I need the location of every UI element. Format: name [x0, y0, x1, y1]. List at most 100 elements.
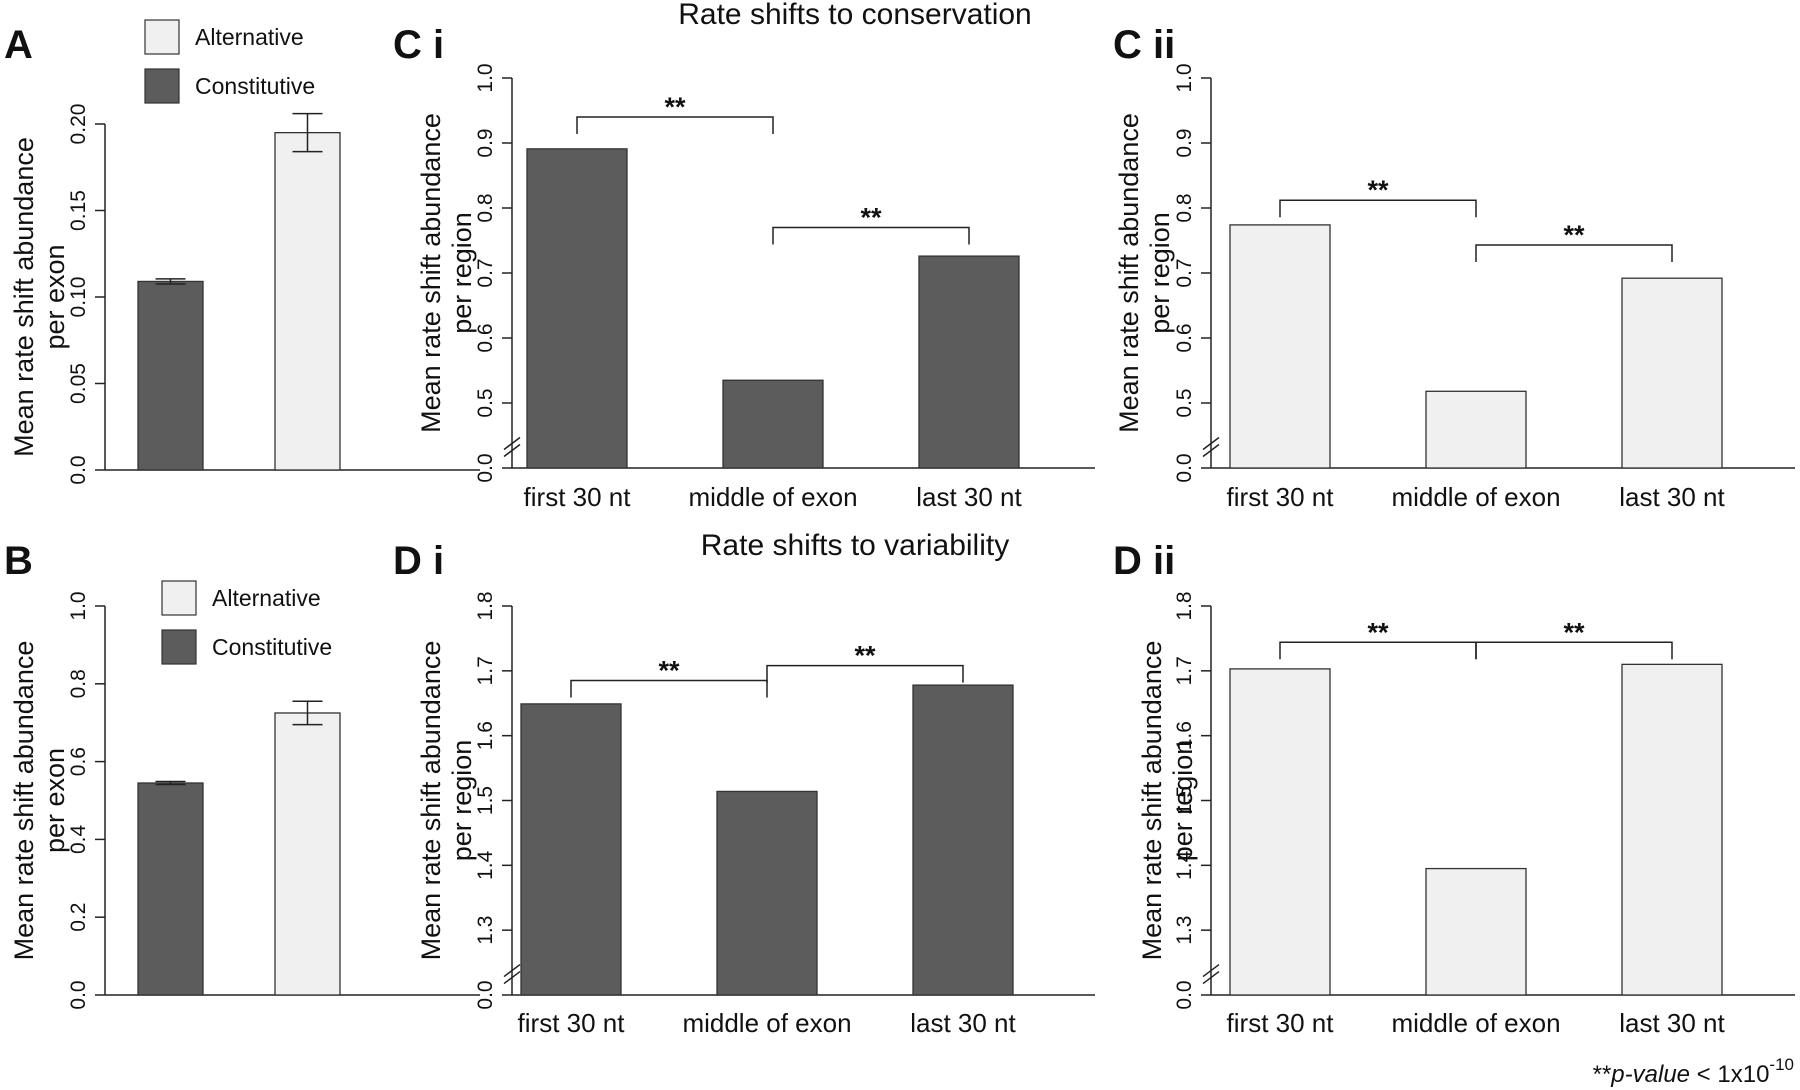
conservation-title: Rate shifts to conservation	[678, 0, 1032, 31]
axis-break-mark	[1202, 963, 1220, 978]
y-tick-label: 0.0	[67, 980, 90, 1009]
y-tick-label: 1.0	[1173, 63, 1196, 92]
y-tick-label: 0.7	[474, 258, 497, 287]
y-tick-label: 1.8	[474, 591, 497, 620]
axis-break-mark	[503, 970, 521, 985]
bar-constitutive	[137, 782, 204, 996]
y-tick-label: 0.15	[67, 190, 90, 231]
x-tick-label: first 30 nt	[1227, 482, 1335, 512]
y-tick-label: 0.0	[474, 980, 497, 1009]
y-tick-label: 1.5	[474, 786, 497, 815]
bar-alternative	[274, 131, 341, 471]
y-tick-label: 0.6	[67, 747, 90, 776]
panel-a: A 0.0 0.05 0.10 0.15 0.20 Mean rate shift abun…	[4, 19, 480, 485]
footnote-rest: < 1x10	[1690, 1061, 1769, 1088]
legend-label: Alternative	[195, 24, 304, 50]
legend-swatch	[144, 19, 180, 55]
panel-ci: C i 0.0 0.5 0.6 0.7 0.8 0.9 1.0 Mean rate shift …	[393, 23, 1095, 512]
y-tick-label: 0.4	[67, 824, 90, 854]
y-tick-label: 0.5	[474, 388, 497, 417]
bar	[722, 379, 824, 469]
bar	[1425, 390, 1527, 469]
significance-bracket	[576, 116, 774, 134]
legend-label: Alternative	[212, 585, 321, 611]
significance-label: **	[1367, 617, 1389, 647]
legend-swatch	[161, 580, 197, 616]
x-tick-label: middle of exon	[1391, 482, 1560, 512]
significance-bracket	[772, 226, 970, 245]
x-tick-label: last 30 nt	[1619, 482, 1725, 512]
y-tick-label: 0.6	[1173, 323, 1196, 352]
y-tick-label: 0.0	[1173, 453, 1196, 482]
bar	[1229, 668, 1331, 996]
axis-break-mark	[503, 436, 521, 451]
significance-label: **	[854, 641, 876, 671]
y-tick-label: 1.4	[474, 850, 497, 880]
y-tick-label: 0.8	[474, 193, 497, 222]
y-tick-label: 0.7	[1173, 258, 1196, 287]
significance-label: **	[860, 203, 882, 233]
panel-b: B 0.0 0.2 0.4 0.6 0.8 1.0 Mean rate shift abund…	[4, 539, 480, 1010]
y-tick-label: 1.0	[67, 591, 90, 620]
significance-bracket	[570, 679, 768, 698]
variability-title: Rate shifts to variability	[701, 529, 1009, 562]
significance-bracket	[1475, 641, 1673, 660]
bar	[716, 790, 818, 996]
panel-label: D i	[393, 539, 444, 583]
y-tick-label: 0.0	[67, 455, 90, 484]
panel-dii: D ii 0.0 1.3 1.4 1.5 1.6 1.7 1.8 Mean rate shift…	[1113, 539, 1795, 1038]
significance-bracket	[1475, 244, 1673, 263]
y-tick-label: 0.9	[1173, 128, 1196, 157]
bar	[520, 703, 622, 996]
y-tick-label: 0.8	[67, 669, 90, 698]
y-tick-label: 0.6	[474, 323, 497, 352]
y-axis-label: Mean rate shift abundance	[9, 641, 39, 961]
y-tick-label: 1.4	[1173, 850, 1196, 880]
y-axis-label: Mean rate shift abundance	[1137, 641, 1167, 961]
x-tick-label: first 30 nt	[1227, 1008, 1335, 1038]
panel-cii: C ii 0.0 0.5 0.6 0.7 0.8 0.9 1.0 Mean rate shift…	[1113, 23, 1795, 512]
bar-alternative	[274, 712, 341, 996]
y-tick-label: 0.05	[67, 363, 90, 404]
x-tick-label: middle of exon	[1391, 1008, 1560, 1038]
panel-label: B	[4, 539, 33, 583]
footnote-prefix: **	[1593, 1061, 1612, 1088]
y-axis-label: Mean rate shift abundance	[416, 641, 446, 961]
footnote-exponent: -10	[1769, 1055, 1794, 1074]
y-axis-label: Mean rate shift abundance	[1114, 113, 1144, 433]
footnote-italic: p-value	[1610, 1061, 1690, 1088]
x-tick-label: first 30 nt	[518, 1008, 626, 1038]
bar	[912, 684, 1014, 996]
panel-label: A	[4, 23, 33, 67]
y-tick-label: 0.2	[67, 903, 90, 932]
panel-label: C ii	[1113, 23, 1175, 67]
y-tick-label: 1.5	[1173, 786, 1196, 815]
y-tick-label: 0.10	[67, 277, 90, 318]
y-tick-label: 1.6	[474, 721, 497, 750]
y-axis-label: per region	[1168, 740, 1198, 862]
y-tick-label: 1.3	[474, 916, 497, 945]
y-axis-label: per region	[447, 740, 477, 862]
axis-break-mark	[1202, 970, 1220, 985]
axis-break-mark	[1202, 443, 1220, 458]
y-tick-label: 0.9	[474, 128, 497, 157]
bar-constitutive	[137, 280, 204, 471]
legend-swatch	[161, 629, 197, 665]
panel-label: D ii	[1113, 539, 1175, 583]
x-tick-label: last 30 nt	[1619, 1008, 1725, 1038]
legend-label: Constitutive	[212, 634, 332, 660]
bar	[526, 148, 628, 469]
y-tick-label: 1.6	[1173, 721, 1196, 750]
panel-label: C i	[393, 23, 444, 67]
x-tick-label: middle of exon	[682, 1008, 851, 1038]
y-axis-label: Mean rate shift abundance	[416, 113, 446, 433]
panel-di: D i 0.0 1.3 1.4 1.5 1.6 1.7 1.8 Mean rate shift …	[393, 539, 1095, 1038]
chart-panels: A 0.0 0.05 0.10 0.15 0.20 Mean rate shift abun…	[4, 19, 1795, 1038]
significance-bracket	[766, 664, 964, 683]
y-tick-label: 1.0	[474, 63, 497, 92]
y-tick-label: 1.8	[1173, 591, 1196, 620]
y-axis-label: Mean rate shift abundance	[9, 137, 39, 457]
legend-label: Constitutive	[195, 73, 315, 99]
x-tick-label: middle of exon	[688, 482, 857, 512]
y-tick-label: 0.8	[1173, 193, 1196, 222]
